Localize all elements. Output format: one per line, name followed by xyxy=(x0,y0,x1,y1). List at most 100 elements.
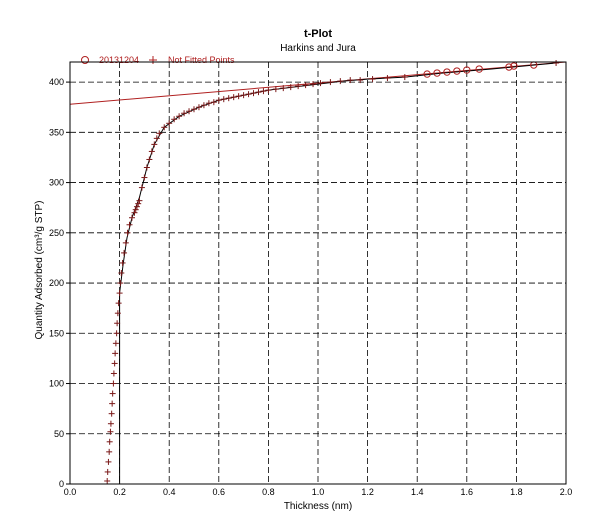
x-tick-label: 0.0 xyxy=(64,487,77,497)
data-point-plus xyxy=(126,221,133,228)
data-points xyxy=(104,60,560,484)
y-tick-label: 250 xyxy=(49,228,64,238)
data-point-plus xyxy=(327,79,334,86)
x-tick-label: 1.4 xyxy=(411,487,424,497)
data-point-plus xyxy=(106,448,113,455)
grid xyxy=(66,62,567,485)
data-point-plus xyxy=(161,124,168,131)
x-tick-label: 1.2 xyxy=(361,487,374,497)
data-point-plus xyxy=(105,458,112,465)
data-point-plus xyxy=(151,141,158,148)
x-axis-label: Thickness (nm) xyxy=(284,501,352,512)
data-point-plus xyxy=(384,75,391,82)
data-point-circle xyxy=(463,66,471,74)
chart-subtitle: Harkins and Jura xyxy=(280,43,356,54)
data-point-plus xyxy=(146,156,153,163)
data-point-plus xyxy=(153,135,160,142)
data-point-plus xyxy=(245,91,252,98)
x-tick-label: 1.6 xyxy=(461,487,474,497)
legend-circle-marker-icon xyxy=(81,56,89,64)
data-point-plus xyxy=(369,76,376,83)
x-tick-label: 1.0 xyxy=(312,487,325,497)
y-tick-label: 300 xyxy=(49,178,64,188)
data-point-plus xyxy=(553,60,560,67)
data-point-plus xyxy=(181,110,188,117)
data-point-plus xyxy=(113,330,120,337)
data-point-plus xyxy=(280,85,287,92)
y-tick-label: 200 xyxy=(49,278,64,288)
data-point-plus xyxy=(114,320,121,327)
data-point-plus xyxy=(337,78,344,85)
data-point-plus xyxy=(210,99,217,106)
data-point-plus xyxy=(250,90,257,97)
legend-label-series-1: 20131204 xyxy=(99,55,139,65)
data-point-plus xyxy=(118,270,125,276)
data-point-circle xyxy=(423,70,431,78)
data-point-plus xyxy=(195,104,202,111)
data-point-plus xyxy=(235,93,242,100)
data-point-plus xyxy=(205,100,212,107)
y-tick-label: 400 xyxy=(49,77,64,87)
y-tick-label: 50 xyxy=(54,429,64,439)
data-point-plus xyxy=(106,438,113,445)
y-tick-label: 0 xyxy=(59,479,64,489)
x-tick-label: 2.0 xyxy=(560,487,573,497)
data-point-plus xyxy=(122,239,129,246)
data-point-plus xyxy=(215,97,222,104)
data-point-plus xyxy=(114,310,121,317)
data-point-plus xyxy=(110,380,117,387)
data-point-circle xyxy=(510,62,518,70)
x-tick-label: 0.8 xyxy=(262,487,275,497)
data-point-plus xyxy=(302,82,309,89)
y-tick-label: 350 xyxy=(49,127,64,137)
x-tick-labels: 0.0 0.2 0.4 0.6 0.8 1.0 1.2 1.4 1.6 1.8 2.0 xyxy=(64,487,573,497)
data-point-plus xyxy=(166,120,173,127)
data-point-plus xyxy=(116,290,123,297)
data-point-plus xyxy=(260,88,267,95)
data-point-plus xyxy=(347,77,354,84)
plot-frame xyxy=(69,61,567,485)
y-tick-labels: 0 50 100 150 200 250 300 350 400 xyxy=(49,77,64,489)
data-point-plus xyxy=(112,350,119,357)
data-point-plus xyxy=(295,83,302,90)
data-point-plus xyxy=(220,96,227,103)
data-point-plus xyxy=(124,229,131,236)
data-point-plus xyxy=(109,400,116,407)
data-point-plus xyxy=(272,86,279,93)
data-point-plus xyxy=(401,74,408,81)
data-point-plus xyxy=(156,130,163,137)
data-point-plus xyxy=(129,214,135,221)
data-point-circle xyxy=(433,69,441,77)
data-point-plus xyxy=(141,174,148,181)
data-point-plus xyxy=(240,92,247,99)
data-point-plus xyxy=(265,87,272,94)
data-point-plus xyxy=(135,200,142,207)
data-point-plus xyxy=(115,300,122,307)
data-point-plus xyxy=(133,203,140,210)
data-point-plus xyxy=(148,148,155,155)
data-point-plus xyxy=(119,259,126,266)
data-point-plus xyxy=(225,95,232,102)
data-point-plus xyxy=(310,81,317,88)
data-point-plus xyxy=(111,360,118,367)
data-point-circle xyxy=(443,68,451,76)
data-point-plus xyxy=(171,116,178,123)
data-point-plus xyxy=(287,84,294,91)
data-point-circle xyxy=(453,67,461,75)
data-point-plus xyxy=(108,410,115,417)
data-point-plus xyxy=(107,420,114,427)
data-point-plus xyxy=(230,94,237,101)
data-point-plus xyxy=(143,164,150,171)
legend-label-series-2: Not Fitted Points xyxy=(168,55,235,65)
x-tick-label: 0.2 xyxy=(113,487,126,497)
data-point-plus xyxy=(112,340,119,347)
data-point-plus xyxy=(176,113,183,120)
data-point-plus xyxy=(107,428,114,435)
legend: 20131204 Not Fitted Points xyxy=(81,55,235,65)
data-point-plus xyxy=(109,390,116,397)
data-point-plus xyxy=(104,468,111,475)
data-point-plus xyxy=(191,106,197,113)
data-point-plus xyxy=(186,108,193,115)
legend-plus-marker-icon xyxy=(149,56,157,64)
